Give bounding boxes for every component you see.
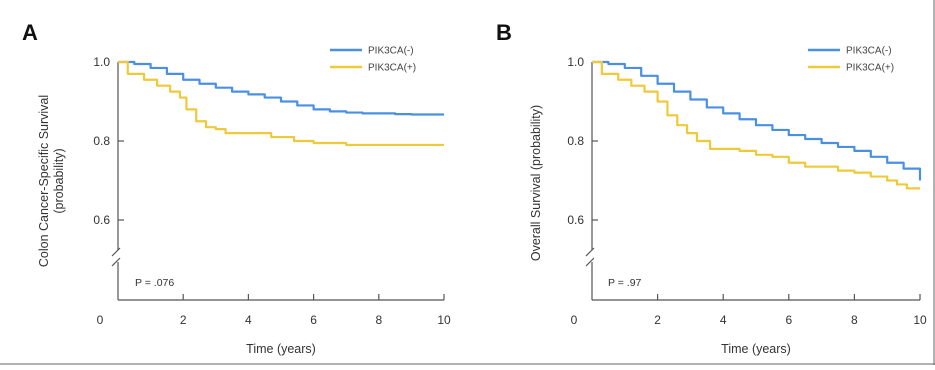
panel-b-legend-label: PIK3CA(-): [846, 46, 892, 57]
panel-b-letter: B: [496, 20, 512, 45]
panel-a-letter: A: [22, 20, 38, 45]
panel-a-y-tick-label: 0.6: [93, 213, 110, 227]
panel-a-y-axis-title: Colon Cancer-Specific Survival(probabili…: [37, 95, 66, 267]
panel-b-y-tick-label: 0.8: [567, 134, 584, 148]
panel-a-x-tick-label: 8: [375, 313, 382, 327]
panel-a-x-tick-label: 2: [180, 313, 187, 327]
panel-a-x-axis-title: Time (years): [246, 342, 316, 356]
panel-b-x-tick-label: 2: [654, 313, 661, 327]
panel-b-axis-break-mark-bottom: [585, 257, 595, 267]
panel-a-axis-break-mark-top: [111, 247, 121, 257]
panel-a-legend-label: PIK3CA(+): [368, 63, 416, 74]
panel-b-series-line-pik3ca-negative: [592, 60, 922, 181]
panel-a-x-tick-label: 0: [97, 313, 104, 327]
panel-b-x-axis-title: Time (years): [721, 342, 791, 356]
panel-a-x-tick-label: 10: [437, 313, 451, 327]
panel-a-y-tick-label: 0.8: [93, 134, 110, 148]
panel-b-y-tick-label: 0.6: [567, 213, 584, 227]
panel-b-p-value: P = .97: [608, 277, 642, 289]
chart-panels: A 0.6 0.8 1.0 0 2 4 6 8 10 Time (years) Colon Cance…: [22, 20, 927, 356]
panel-a: A 0.6 0.8 1.0 0 2 4 6 8 10 Time (years) Colon Cance…: [22, 20, 451, 356]
panel-a-series-line-pik3ca-positive: [118, 60, 444, 147]
panel-b-x-tick-label: 0: [571, 313, 578, 327]
panel-a-series-line-pik3ca-negative: [118, 60, 444, 116]
panel-a-legend-label: PIK3CA(-): [368, 46, 414, 57]
panel-b-x-tick-label: 4: [720, 313, 727, 327]
panel-a-x-tick-label: 6: [310, 313, 317, 327]
panel-b-x-tick-label: 8: [851, 313, 858, 327]
panel-a-x-tick-label: 4: [245, 313, 252, 327]
panel-b-y-tick-label: 1.0: [567, 55, 584, 69]
panel-b-y-axis-title: Overall Survival (probability): [529, 105, 543, 261]
panel-b-x-tick-label: 6: [785, 313, 792, 327]
panel-b-series-line-pik3ca-positive: [592, 60, 920, 190]
panel-b: B 0.6 0.8 1.0 0 2 4 6 8 10 Time (years) Overall Sur…: [496, 20, 927, 356]
panel-a-axis-break-mark-bottom: [111, 257, 121, 267]
panel-b-legend-label: PIK3CA(+): [846, 63, 894, 74]
panel-a-p-value: P = .076: [135, 277, 174, 289]
panel-b-axis-break-mark-top: [585, 247, 595, 257]
panel-b-x-tick-label: 10: [913, 313, 927, 327]
panel-a-y-tick-label: 1.0: [93, 55, 110, 69]
